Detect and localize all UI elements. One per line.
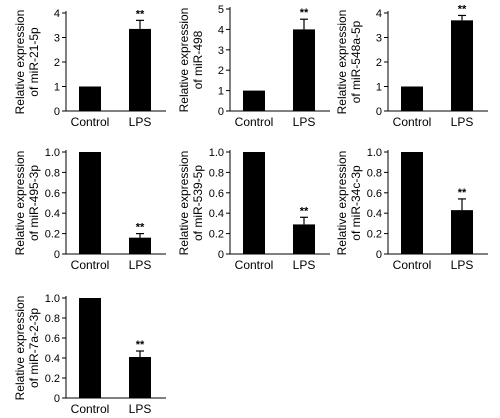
significance-marker: **: [136, 339, 145, 351]
y-axis-label-line2: of miR-548a-5p: [349, 20, 363, 103]
y-tick-label: 1.0: [367, 147, 382, 159]
x-tick-label: Control: [393, 115, 432, 129]
y-axis-label-line1: Relative expression: [335, 151, 349, 256]
y-tick-label: 1: [54, 82, 60, 94]
x-tick-label: LPS: [451, 258, 474, 272]
bar-control: [79, 152, 101, 254]
y-tick-label: 0.8: [45, 313, 60, 325]
bar-lps: [451, 20, 473, 112]
y-tick-label: 3: [218, 45, 224, 57]
y-tick-label: 0.6: [45, 333, 60, 345]
x-tick-label: Control: [235, 115, 274, 129]
x-tick-label: Control: [235, 258, 274, 272]
bar-lps: [451, 210, 473, 254]
bar-lps: [129, 357, 151, 398]
bar-control: [79, 86, 101, 111]
y-tick-label: 0.8: [209, 167, 224, 179]
y-axis-label-line1: Relative expression: [335, 10, 349, 115]
y-tick-label: 0.6: [209, 188, 224, 200]
y-tick-label: 0.4: [45, 208, 60, 220]
x-tick-label: LPS: [293, 115, 316, 129]
y-tick-label: 5: [218, 4, 224, 16]
y-axis-label-line2: of miR-495-3p: [27, 165, 41, 241]
y-tick-label: 0: [376, 249, 382, 261]
bar-lps: [129, 28, 151, 111]
y-tick-label: 1.0: [209, 147, 224, 159]
y-tick-label: 1: [218, 86, 224, 98]
y-axis-label-line2: of miR-539-5p: [191, 165, 205, 241]
x-tick-label: Control: [71, 258, 110, 272]
bar-control: [401, 152, 423, 254]
y-tick-label: 0.4: [209, 208, 224, 220]
x-tick-label: Control: [71, 115, 110, 129]
bar-control: [243, 90, 265, 111]
bar-control: [401, 86, 423, 111]
bar-lps: [293, 224, 315, 254]
y-axis-label-line2: of miR-21-5p: [27, 27, 41, 97]
y-tick-label: 0: [218, 106, 224, 118]
x-tick-label: LPS: [129, 115, 152, 129]
bar-control: [243, 152, 265, 254]
y-tick-label: 3: [54, 33, 60, 45]
chart-panel-7: 0 0.2 0.4 0.6 0.8 1.0 Relative expression of mi…: [13, 293, 166, 416]
y-tick-label: 2: [218, 65, 224, 77]
x-tick-label: LPS: [451, 115, 474, 129]
bar-lps: [129, 237, 151, 254]
y-axis-label-line1: Relative expression: [177, 8, 191, 113]
significance-marker: **: [136, 8, 145, 20]
y-tick-label: 0.2: [367, 229, 382, 241]
y-tick-label: 0: [54, 106, 60, 118]
y-tick-label: 4: [376, 8, 382, 20]
significance-marker: **: [458, 187, 467, 199]
y-tick-label: 0.8: [45, 167, 60, 179]
chart-panel-3: 0 1 2 3 4 Relative expression of miR-548a-5p Co…: [335, 3, 488, 129]
y-tick-label: 0.4: [45, 353, 60, 365]
y-tick-label: 3: [376, 33, 382, 45]
chart-panel-1: 0 1 2 3 4 Relative expression of miR-21-5p Cont…: [13, 8, 166, 129]
y-tick-label: 0.6: [367, 188, 382, 200]
x-tick-label: Control: [71, 402, 110, 416]
y-tick-label: 0: [376, 106, 382, 118]
y-axis-label-line2: of miR-34c-3p: [349, 165, 363, 241]
y-axis-label-line1: Relative expression: [13, 151, 27, 256]
y-axis-label-line2: of miR-498: [191, 30, 205, 89]
chart-panel-6: 0 0.2 0.4 0.6 0.8 1.0 Relative expression of mi…: [335, 147, 488, 272]
significance-marker: **: [300, 7, 309, 19]
significance-marker: **: [136, 222, 145, 234]
x-tick-label: Control: [393, 258, 432, 272]
y-tick-label: 0.4: [367, 208, 382, 220]
bar-control: [79, 298, 101, 398]
y-tick-label: 2: [54, 57, 60, 69]
y-tick-label: 2: [376, 57, 382, 69]
y-axis-label-line1: Relative expression: [177, 151, 191, 256]
y-axis-label-line1: Relative expression: [13, 10, 27, 115]
y-axis-label-line2: of miR-7a-2-3p: [27, 308, 41, 388]
y-tick-label: 0.6: [45, 188, 60, 200]
x-tick-label: LPS: [293, 258, 316, 272]
chart-panel-5: 0 0.2 0.4 0.6 0.8 1.0 Relative expression of mi…: [177, 147, 330, 272]
significance-marker: **: [458, 3, 467, 15]
significance-marker: **: [300, 205, 309, 217]
chart-panel-4: 0 0.2 0.4 0.6 0.8 1.0 Relative expression of mi…: [13, 147, 166, 272]
y-tick-label: 4: [218, 24, 224, 36]
y-tick-label: 0: [218, 249, 224, 261]
y-tick-label: 1.0: [45, 147, 60, 159]
y-tick-label: 0: [54, 249, 60, 261]
y-tick-label: 0.8: [367, 167, 382, 179]
y-tick-label: 0.2: [45, 229, 60, 241]
y-axis-label-line1: Relative expression: [13, 296, 27, 401]
y-tick-label: 4: [54, 8, 60, 20]
x-tick-label: LPS: [129, 258, 152, 272]
y-tick-label: 0: [54, 393, 60, 405]
y-tick-label: 1.0: [45, 293, 60, 305]
y-tick-label: 0.2: [45, 373, 60, 385]
x-tick-label: LPS: [129, 402, 152, 416]
bar-lps: [293, 29, 315, 111]
chart-panel-2: 0 1 2 3 4 5 Relative expression of miR-498 Contr…: [177, 4, 330, 129]
y-tick-label: 1: [376, 82, 382, 94]
y-tick-label: 0.2: [209, 229, 224, 241]
